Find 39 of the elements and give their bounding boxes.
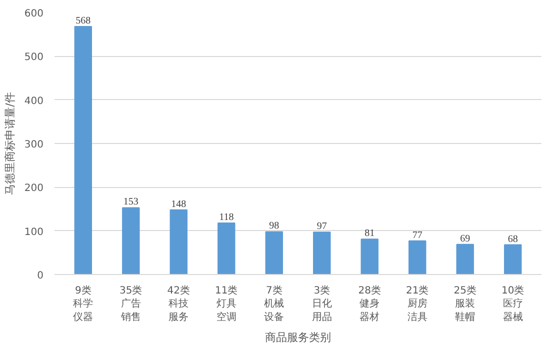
data-label: 118 — [219, 212, 234, 223]
bar — [313, 232, 331, 274]
data-label: 153 — [123, 196, 138, 208]
x-tick-label: 25类服装鞋帽 — [454, 284, 476, 323]
bar — [456, 244, 474, 274]
x-tick-label: 28类健身器材 — [358, 284, 381, 323]
data-label: 98 — [269, 220, 280, 232]
bar — [408, 240, 426, 274]
bar — [265, 231, 283, 274]
x-tick-label: 3类日化用品 — [312, 284, 332, 323]
data-label: 568 — [76, 15, 91, 26]
y-tick-label: 600 — [24, 8, 44, 20]
x-tick-label: 35类广告销售 — [120, 284, 142, 323]
x-tick-label: 9类科学仪器 — [73, 284, 94, 323]
y-tick-label: 0 — [37, 270, 44, 282]
bar — [218, 222, 236, 274]
y-tick-label: 500 — [24, 52, 44, 64]
data-label: 97 — [316, 221, 327, 232]
bar — [504, 244, 522, 274]
x-axis-title: 商品服务类别 — [265, 330, 331, 344]
x-tick-label: 21类厨房洁具 — [406, 284, 429, 323]
y-tick-label: 100 — [24, 226, 44, 238]
data-label: 81 — [364, 228, 375, 240]
y-tick-label: 300 — [24, 140, 44, 150]
data-label: 148 — [171, 198, 186, 210]
x-tick-label: 7类机械设备 — [264, 284, 284, 323]
bar — [122, 207, 140, 274]
x-tick-label: 11类灯具空调 — [215, 284, 238, 323]
data-label: 68 — [508, 234, 518, 245]
y-tick-label: 200 — [24, 183, 44, 194]
x-tick-label: 10类医疗器械 — [501, 284, 524, 323]
bar — [170, 209, 188, 274]
y-tick-label: 400 — [24, 96, 44, 107]
y-axis-title: 马德里商标申请量/件 — [3, 92, 16, 195]
data-label: 77 — [412, 230, 422, 241]
bar — [360, 238, 378, 274]
x-tick-label: 42类科技服务 — [167, 284, 190, 323]
bar — [74, 26, 92, 274]
data-label: 69 — [460, 233, 470, 244]
